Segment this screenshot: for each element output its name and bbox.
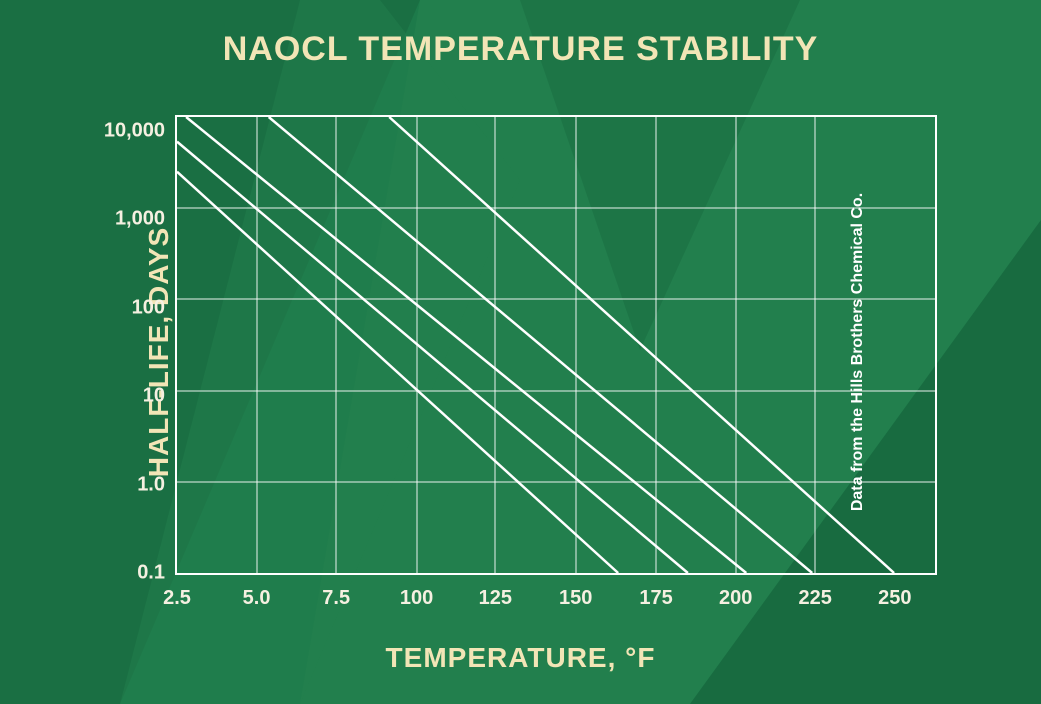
y-tick-label: 1,000 bbox=[115, 208, 165, 231]
gridline-vertical bbox=[814, 117, 816, 573]
gridline-vertical bbox=[655, 117, 657, 573]
gridline-horizontal bbox=[177, 298, 935, 300]
x-tick-label: 7.5 bbox=[322, 587, 350, 610]
x-tick-label: 5.0 bbox=[243, 587, 271, 610]
gridline-vertical bbox=[256, 117, 258, 573]
plot-wrapper: 2.55.07.510012515017520022525010,0001,00… bbox=[175, 115, 937, 575]
series-line bbox=[269, 117, 812, 573]
y-tick-label: 100 bbox=[132, 296, 165, 319]
y-tick-label: 1.0 bbox=[137, 473, 165, 496]
series-line bbox=[177, 172, 618, 573]
x-tick-label: 250 bbox=[878, 587, 911, 610]
chart-title: NAOCL TEMPERATURE STABILITY bbox=[0, 30, 1041, 69]
gridline-vertical bbox=[494, 117, 496, 573]
x-tick-label: 225 bbox=[799, 587, 832, 610]
x-tick-label: 175 bbox=[639, 587, 672, 610]
gridline-vertical bbox=[416, 117, 418, 573]
x-tick-label: 2.5 bbox=[163, 587, 191, 610]
gridline-horizontal bbox=[177, 481, 935, 483]
x-tick-label: 125 bbox=[479, 587, 512, 610]
gridline-vertical bbox=[735, 117, 737, 573]
series-lines bbox=[177, 117, 935, 573]
x-axis-label: TEMPERATURE, °F bbox=[0, 642, 1041, 674]
x-tick-label: 150 bbox=[559, 587, 592, 610]
y-tick-label: 0.1 bbox=[137, 562, 165, 585]
gridline-horizontal bbox=[177, 390, 935, 392]
x-tick-label: 100 bbox=[400, 587, 433, 610]
plot-area: 2.55.07.510012515017520022525010,0001,00… bbox=[175, 115, 937, 575]
y-tick-label: 10,000 bbox=[104, 119, 165, 142]
gridline-vertical bbox=[575, 117, 577, 573]
chart-page: NAOCL TEMPERATURE STABILITY HALF-LIFE, D… bbox=[0, 0, 1041, 704]
x-tick-label: 200 bbox=[719, 587, 752, 610]
y-tick-label: 10 bbox=[143, 385, 165, 408]
gridline-horizontal bbox=[177, 207, 935, 209]
gridline-vertical bbox=[335, 117, 337, 573]
y-axis-label: HALF-LIFE, DAYS bbox=[143, 227, 175, 477]
